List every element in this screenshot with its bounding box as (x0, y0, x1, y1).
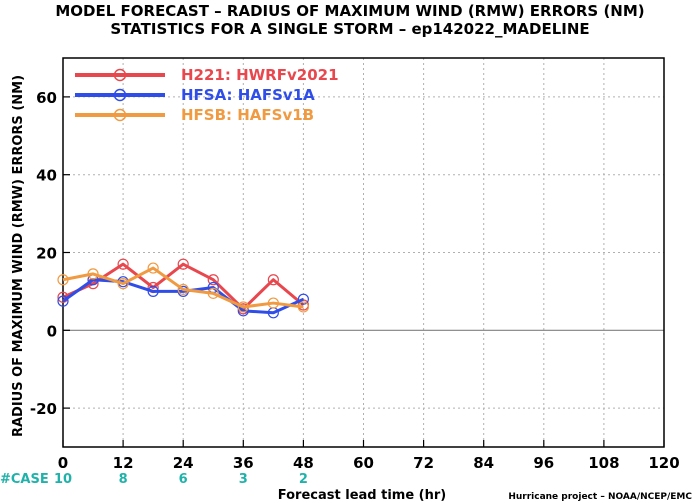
x-tick-label: 60 (353, 454, 374, 472)
data-point (177, 283, 189, 296)
x-axis-ticks: 0 12 24 36 48 60 72 84 96 108 120 (58, 440, 680, 472)
y-tick-label: -20 (30, 400, 57, 418)
case-counts: 10 8 6 3 2 (54, 472, 308, 487)
y-tick-label: 20 (36, 245, 57, 263)
x-axis-title: Forecast lead time (hr) (278, 488, 446, 503)
x-tick-label: 36 (233, 454, 254, 472)
case-count: 8 (119, 472, 128, 487)
chart-title: MODEL FORECAST – RADIUS OF MAXIMUM WIND … (55, 2, 644, 20)
data-point (297, 301, 309, 313)
x-tick-label: 120 (648, 454, 679, 472)
x-tick-label: 96 (533, 454, 554, 472)
case-row-label: #CASE (0, 472, 49, 487)
data-point (57, 274, 69, 286)
series-layer (57, 258, 309, 319)
x-tick-label: 24 (173, 454, 194, 472)
series-2 (57, 262, 309, 313)
x-tick-label: 12 (113, 454, 134, 472)
data-point (267, 297, 279, 309)
data-point (147, 285, 159, 297)
chart-subtitle: STATISTICS FOR A SINGLE STORM – ep142022… (110, 20, 589, 38)
data-point (87, 268, 99, 280)
data-point (297, 293, 309, 305)
series-line (62, 278, 305, 315)
series-1 (57, 274, 309, 319)
x-tick-label: 84 (473, 454, 494, 472)
series-line (62, 266, 304, 309)
case-count: 3 (239, 472, 248, 487)
y-tick-label: 40 (36, 167, 57, 185)
case-count: 2 (299, 472, 308, 487)
data-point (207, 274, 219, 286)
data-point (237, 301, 249, 313)
case-count: 10 (54, 472, 72, 487)
y-tick-label: 60 (36, 89, 57, 107)
legend-swatch-marker (113, 88, 127, 102)
data-point (207, 287, 219, 299)
data-point (267, 274, 279, 286)
legend-swatch-marker (113, 108, 127, 122)
x-tick-label: 48 (293, 454, 314, 472)
legend-swatch-marker (113, 68, 127, 82)
y-tick-label: 0 (47, 322, 57, 340)
data-point (147, 262, 159, 274)
y-axis-title: RADIUS OF MAXIMUM WIND (RMW) ERRORS (NM) (11, 75, 26, 437)
x-tick-label: 108 (588, 454, 619, 472)
x-tick-label: 72 (413, 454, 434, 472)
legend-label: H221: HWRFv2021 (181, 66, 339, 84)
data-point (117, 278, 129, 290)
legend-label: HFSA: HAFSv1A (181, 86, 315, 104)
y-axis-ticks: -20 0 20 40 60 (30, 89, 70, 418)
data-point (177, 258, 189, 270)
legend: H221: HWRFv2021 HFSA: HAFSv1A HFSB: HAFSv1… (75, 66, 339, 124)
case-count: 6 (179, 472, 188, 487)
x-tick-label: 0 (58, 454, 68, 472)
data-point (117, 258, 129, 270)
credit-text: Hurricane project – NOAA/NCEP/EMC (508, 492, 692, 502)
data-point (57, 295, 69, 307)
legend-label: HFSB: HAFSv1B (181, 106, 314, 124)
